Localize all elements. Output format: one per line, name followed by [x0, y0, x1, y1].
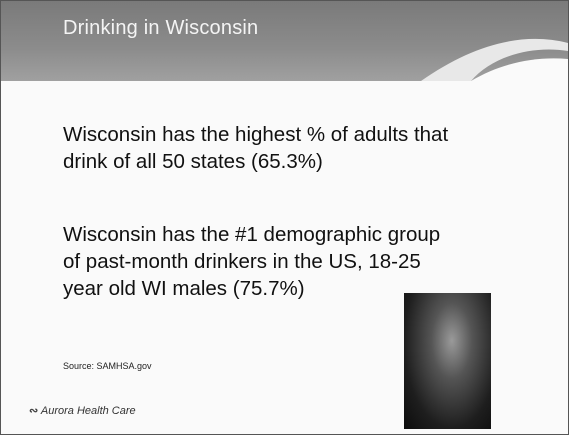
- slide-title: Drinking in Wisconsin: [63, 17, 258, 40]
- bullet-line: Wisconsin has the highest % of adults th…: [63, 123, 448, 147]
- photo: [404, 293, 491, 429]
- slide: Drinking in Wisconsin Wisconsin has the …: [0, 0, 569, 435]
- bullet-line: of past-month drinkers in the US, 18-25: [63, 250, 421, 274]
- logo: ∾ Aurora Health Care: [29, 404, 136, 417]
- bullet-line: Wisconsin has the #1 demographic group: [63, 223, 440, 247]
- logo-text: Aurora Health Care: [41, 405, 136, 417]
- source-note: Source: SAMHSA.gov: [63, 361, 152, 371]
- bullet-line: drink of all 50 states (65.3%): [63, 150, 323, 174]
- bullet-line: year old WI males (75.7%): [63, 277, 305, 301]
- header-wave: [1, 1, 568, 81]
- page: {"header": {"title": "Drinking in Wiscon…: [0, 0, 569, 435]
- logo-mark: ∾: [29, 405, 38, 417]
